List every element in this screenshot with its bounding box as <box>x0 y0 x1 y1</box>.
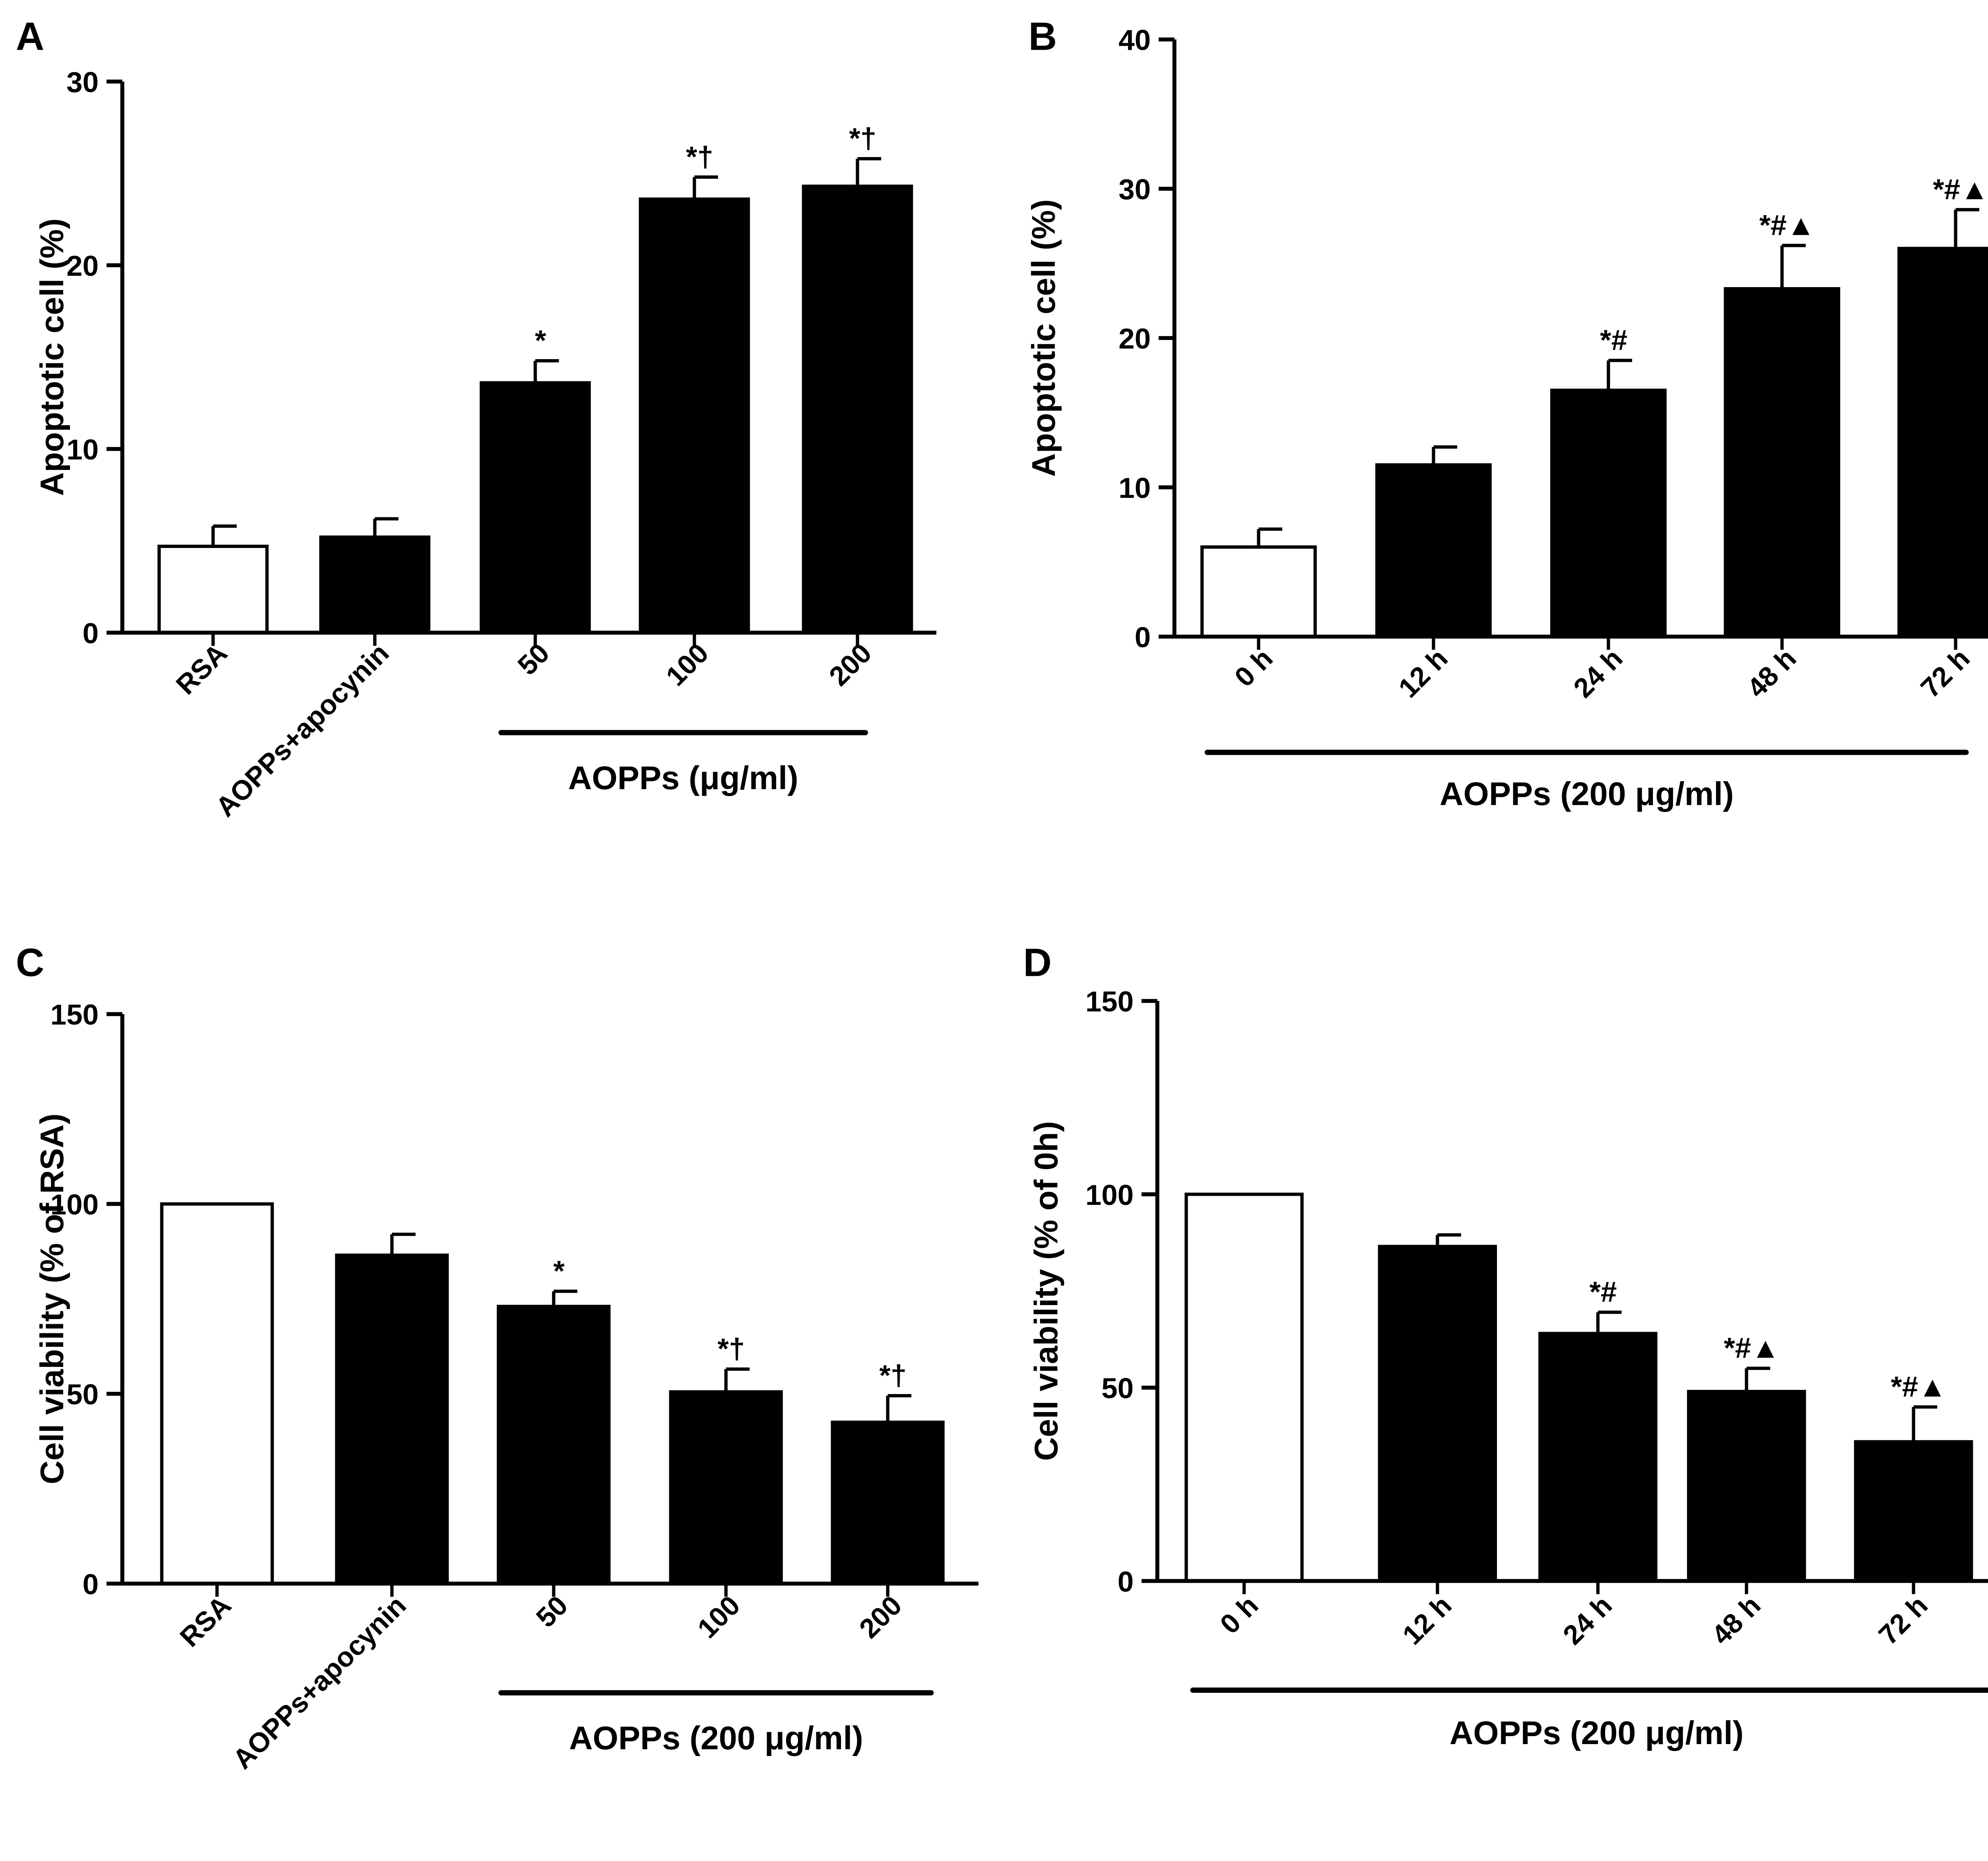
y-tick-label: 0 <box>83 617 99 649</box>
y-tick-label: 50 <box>1101 1372 1134 1404</box>
panel-label: A <box>16 15 45 59</box>
bar <box>1538 1332 1658 1583</box>
group-label: AOPPs (200 μg/ml) <box>1450 1714 1744 1751</box>
y-tick-label: 150 <box>1085 986 1134 1018</box>
x-tick-label: 50 <box>530 1589 574 1633</box>
y-axis-label: Apoptotic cell (%) <box>33 218 70 496</box>
x-tick-label: RSA <box>174 1589 237 1653</box>
y-tick-label: 50 <box>66 1379 99 1411</box>
significance-marker: *#▲ <box>1891 1371 1947 1403</box>
x-tick-label: 100 <box>691 1589 746 1644</box>
bar <box>1724 287 1840 639</box>
bar <box>497 1305 611 1585</box>
bar <box>1378 1245 1497 1583</box>
bar <box>335 1253 449 1585</box>
significance-marker: *#▲ <box>1759 209 1815 241</box>
y-tick-label: 30 <box>1118 173 1151 206</box>
x-tick-label: 24 h <box>1567 643 1628 703</box>
x-tick-label: 200 <box>853 1589 908 1644</box>
bar <box>160 1202 274 1585</box>
group-label: AOPPs (200 μg/ml) <box>569 1719 863 1756</box>
x-tick-label: RSA <box>170 637 233 701</box>
y-tick-label: 0 <box>1135 621 1151 653</box>
x-tick-label: 72 h <box>1914 643 1975 703</box>
y-tick-label: 0 <box>1118 1566 1134 1598</box>
y-axis-label: Cell viability (% of 0h) <box>1027 1121 1064 1461</box>
x-tick-label: 48 h <box>1741 643 1802 703</box>
panel-label: D <box>1023 940 1052 985</box>
panel-label: B <box>1029 15 1057 59</box>
panel-d: D Cell viability (% of 0h) 0 h 12 h *# 24 h *#… <box>1023 940 1988 1751</box>
bar <box>1184 1193 1304 1583</box>
y-tick-label: 100 <box>50 1189 99 1221</box>
bar <box>319 535 431 635</box>
significance-marker: *# <box>1600 324 1627 356</box>
significance-marker: *† <box>849 122 876 155</box>
y-tick-label: 20 <box>1118 323 1151 355</box>
bar <box>157 544 269 635</box>
group-label: AOPPs (200 μg/ml) <box>1440 775 1734 812</box>
bar <box>1550 389 1667 639</box>
bar <box>480 381 591 635</box>
y-axis-label: Cell viability (% of RSA) <box>33 1113 70 1484</box>
y-tick-label: 20 <box>66 250 99 282</box>
x-tick-label: 50 <box>512 637 555 681</box>
significance-marker: *† <box>718 1333 745 1365</box>
significance-marker: * <box>535 324 546 357</box>
x-tick-label: 200 <box>823 637 878 692</box>
bar <box>1687 1390 1806 1583</box>
bar <box>1897 247 1988 639</box>
bar <box>669 1390 783 1585</box>
x-tick-label: 48 h <box>1705 1589 1766 1650</box>
x-tick-label: 24 h <box>1557 1589 1618 1650</box>
y-tick-label: 10 <box>1118 472 1151 504</box>
significance-marker: *† <box>686 141 713 173</box>
bar <box>639 197 750 635</box>
y-tick-label: 30 <box>66 66 99 99</box>
bar <box>802 185 913 635</box>
significance-marker: *† <box>879 1359 907 1391</box>
x-tick-label: AOPPs+apocynin <box>227 1589 412 1775</box>
y-tick-label: 10 <box>66 433 99 466</box>
x-tick-label: 0 h <box>1214 1589 1264 1640</box>
significance-marker: * <box>553 1255 565 1287</box>
bar <box>831 1420 945 1585</box>
significance-marker: *#▲ <box>1724 1332 1780 1364</box>
x-tick-label: 12 h <box>1392 643 1453 703</box>
x-tick-label: 12 h <box>1396 1589 1457 1650</box>
bar <box>1375 463 1492 639</box>
x-tick-label: AOPPs+apocynin <box>210 637 395 823</box>
y-tick-label: 150 <box>50 999 99 1031</box>
y-tick-label: 100 <box>1085 1179 1134 1211</box>
y-tick-label: 0 <box>83 1568 99 1601</box>
panel-label: C <box>16 940 45 985</box>
bar <box>1854 1440 1973 1583</box>
panel-c: C Cell viability (% of RSA) RSAAOPPs+apocy… <box>16 940 978 1775</box>
y-axis-label: Apoptotic cell (%) <box>1025 199 1062 477</box>
group-label: AOPPs (μg/ml) <box>568 760 798 796</box>
y-tick-label: 40 <box>1118 24 1151 56</box>
significance-marker: *# <box>1590 1276 1617 1308</box>
significance-marker: *#▲ <box>1933 173 1988 206</box>
x-tick-label: 100 <box>660 637 714 692</box>
x-tick-label: 72 h <box>1873 1589 1934 1650</box>
bar <box>1200 545 1317 639</box>
x-tick-label: 0 h <box>1229 643 1279 693</box>
panel-b: B Apoptotic cell (%) 0 h 12 h *# 24 h *#▲ 48 h *… <box>1025 15 1988 812</box>
